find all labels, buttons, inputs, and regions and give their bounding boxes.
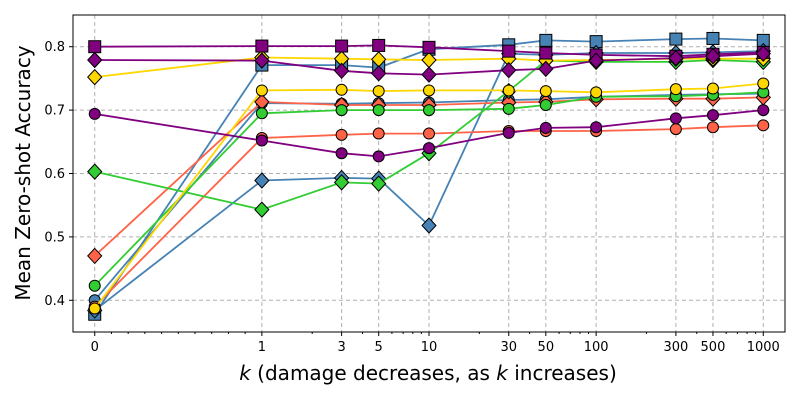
data-point: [372, 150, 385, 163]
data-point: [757, 119, 770, 132]
x-tick-label: 500: [701, 340, 726, 355]
y-tick-label: 0.4: [44, 294, 65, 309]
y-tick-label: 0.5: [44, 230, 65, 245]
data-point: [539, 85, 552, 98]
data-point: [423, 127, 435, 140]
data-point: [668, 49, 684, 67]
data-point: [88, 107, 101, 120]
data-point: [669, 32, 683, 46]
series-group: [87, 31, 771, 321]
data-point: [590, 86, 603, 99]
series-11: [87, 45, 771, 83]
y-tick-label: 0.7: [44, 104, 65, 119]
data-point: [87, 163, 103, 180]
data-point: [255, 84, 268, 97]
data-point: [669, 123, 682, 136]
data-point: [423, 84, 435, 97]
series-7: [88, 86, 770, 292]
x-tick-label: 50: [538, 340, 555, 355]
ticks: 0 1 3 5 10 30 50 100 300 500 1000 0.4 0.5 0.6 0.7 0.8: [44, 40, 780, 355]
data-point: [335, 128, 348, 141]
data-point: [335, 147, 348, 160]
data-point: [502, 102, 515, 115]
series-12: [88, 104, 770, 163]
data-point: [757, 77, 770, 90]
data-point: [335, 39, 349, 53]
data-point: [539, 46, 553, 60]
data-point: [372, 85, 385, 98]
data-point: [87, 247, 103, 265]
data-point: [335, 104, 348, 117]
data-point: [254, 201, 270, 218]
data-point: [87, 68, 103, 86]
y-axis-label: Mean Zero-shot Accuracy: [11, 45, 35, 300]
data-point: [88, 302, 101, 315]
data-point: [255, 39, 269, 53]
data-point: [87, 51, 103, 69]
data-point: [371, 65, 387, 82]
data-point: [706, 121, 719, 134]
data-point: [755, 45, 771, 62]
data-point: [502, 44, 516, 58]
data-point: [421, 217, 437, 234]
x-tick-label: 100: [584, 340, 609, 355]
data-point: [539, 99, 552, 112]
data-point: [333, 62, 350, 80]
data-point: [590, 121, 603, 134]
data-point: [371, 175, 387, 192]
data-point: [423, 104, 435, 117]
data-point: [538, 60, 554, 78]
series-9: [88, 77, 770, 315]
data-point: [501, 61, 517, 79]
data-point: [706, 82, 719, 95]
data-point: [539, 121, 552, 134]
data-point: [757, 104, 770, 117]
x-tick-label: 5: [375, 340, 383, 355]
x-tick-label: 30: [500, 340, 517, 355]
data-point: [706, 109, 719, 122]
data-point: [335, 83, 348, 96]
data-point: [254, 52, 270, 69]
y-tick-label: 0.8: [44, 40, 65, 55]
x-axis-label: k (damage decreases, as k increases): [239, 361, 617, 385]
data-point: [372, 38, 386, 52]
data-point: [423, 142, 435, 155]
data-point: [502, 84, 515, 97]
y-tick-label: 0.6: [44, 167, 65, 182]
data-point: [88, 40, 102, 54]
x-tick-label: 1: [258, 340, 266, 355]
data-point: [669, 112, 682, 125]
x-tick-label: 1000: [747, 340, 780, 355]
x-tick-label: 10: [421, 340, 438, 355]
data-point: [333, 174, 350, 191]
data-point: [255, 134, 268, 147]
data-point: [88, 279, 101, 292]
data-point: [502, 126, 515, 139]
data-point: [372, 104, 385, 117]
x-tick-label: 300: [663, 340, 688, 355]
x-tick-label: 3: [337, 340, 345, 355]
data-point: [255, 107, 268, 120]
data-point: [539, 33, 553, 47]
data-point: [705, 47, 721, 65]
data-point: [588, 52, 604, 69]
data-point: [254, 172, 270, 189]
x-tick-label: 0: [91, 340, 99, 355]
data-point: [372, 127, 385, 140]
data-point: [706, 31, 720, 45]
data-point: [669, 83, 682, 96]
data-point: [422, 40, 436, 54]
data-point: [421, 66, 437, 83]
